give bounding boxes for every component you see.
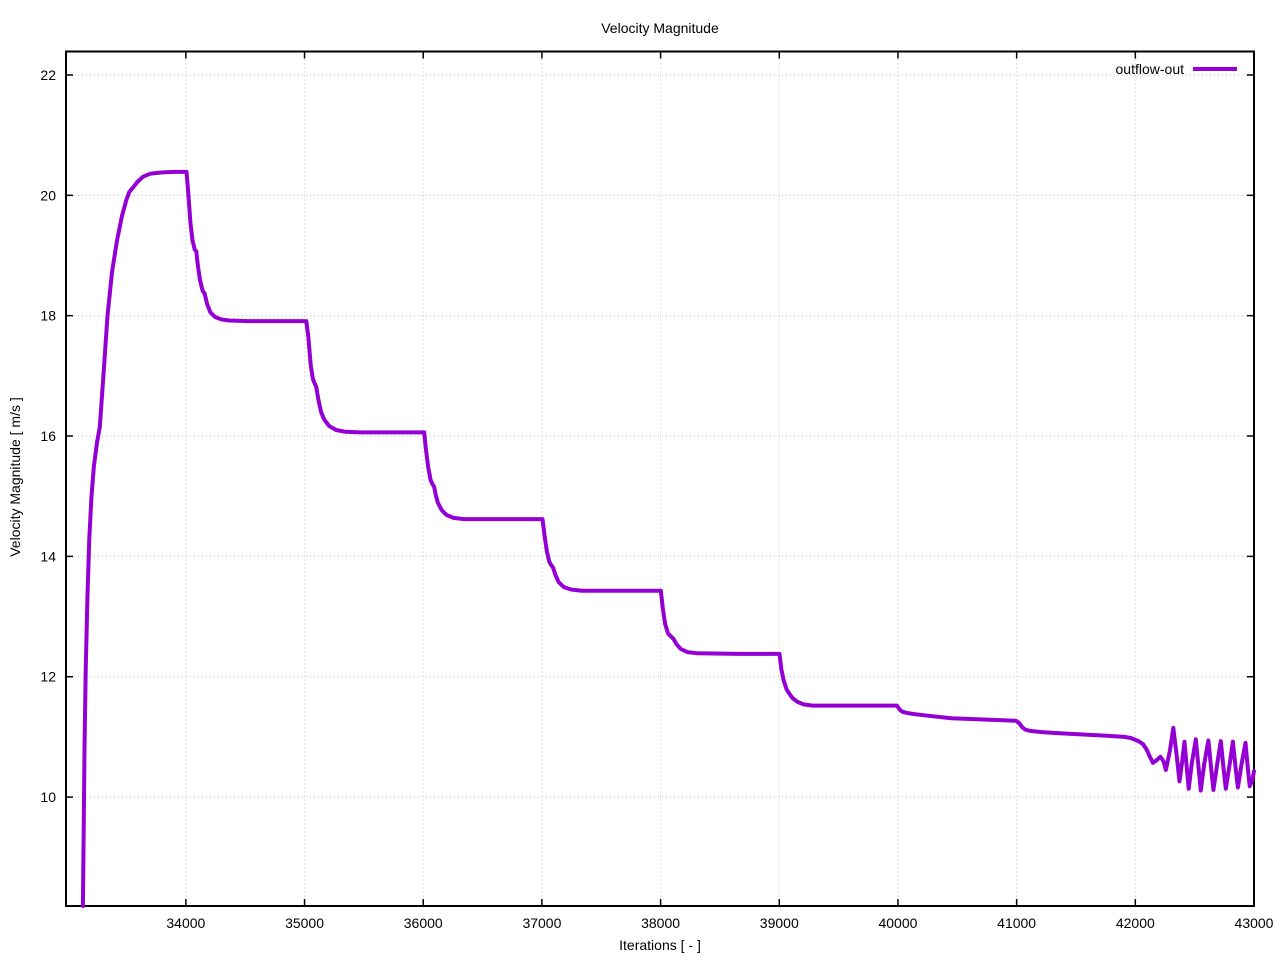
y-tick-label: 14 <box>40 548 56 564</box>
series-line <box>80 169 1256 908</box>
y-tick-label: 18 <box>40 308 56 324</box>
chart-title: Velocity Magnitude <box>601 20 719 36</box>
plot-border <box>65 50 1255 907</box>
x-tick-label: 39000 <box>760 915 799 931</box>
x-tick-label: 38000 <box>641 915 680 931</box>
legend-line-sample <box>1193 66 1237 71</box>
y-tick-label: 12 <box>40 669 56 685</box>
x-tick-label: 37000 <box>522 915 561 931</box>
x-tick-label: 35000 <box>285 915 324 931</box>
legend: outflow-out <box>1116 60 1237 77</box>
x-tick-label: 41000 <box>997 915 1036 931</box>
y-tick-label: 10 <box>40 789 56 805</box>
y-axis-label: Velocity Magnitude [ m/s ] <box>7 397 23 557</box>
x-axis-label: Iterations [ - ] <box>619 937 701 953</box>
x-tick-label: 36000 <box>404 915 443 931</box>
legend-label: outflow-out <box>1115 60 1184 77</box>
y-tick-label: 22 <box>40 67 56 83</box>
x-tick-label: 42000 <box>1116 915 1155 931</box>
x-tick-label: 43000 <box>1235 915 1274 931</box>
x-tick-label: 34000 <box>166 915 205 931</box>
x-tick-label: 40000 <box>878 915 917 931</box>
y-tick-label: 20 <box>40 187 56 203</box>
y-tick-label: 16 <box>40 428 56 444</box>
